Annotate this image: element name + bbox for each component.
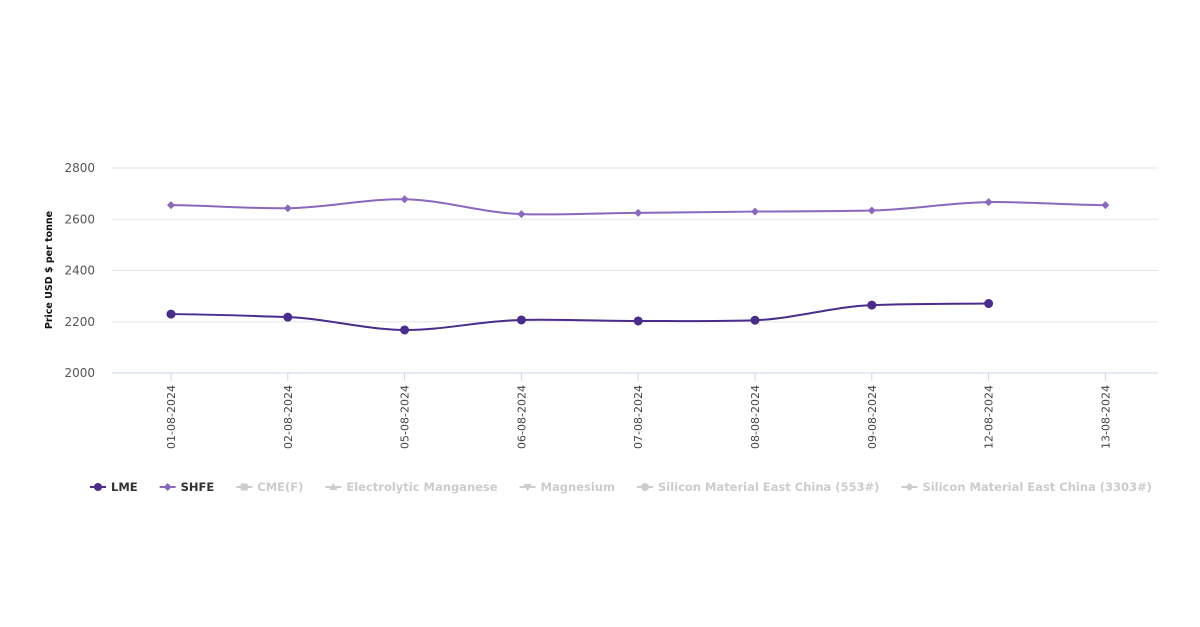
- data-point-lme: [750, 315, 760, 325]
- grid: [112, 167, 1158, 374]
- legend-item-magnesium[interactable]: Magnesium: [519, 480, 615, 494]
- data-point-lme: [166, 309, 176, 319]
- data-point-lme: [400, 325, 410, 335]
- x-tick-label: 06-08-2024: [515, 385, 528, 449]
- data-point-shfe: [634, 208, 643, 217]
- legend-label: Electrolytic Manganese: [346, 480, 497, 494]
- series-lme: [166, 299, 994, 335]
- legend-item-cme-f-[interactable]: CME(F): [236, 480, 303, 494]
- legend-label: CME(F): [257, 480, 303, 494]
- legend-marker-icon: [240, 483, 248, 491]
- data-point-shfe: [167, 201, 175, 210]
- x-tick-label: 09-08-2024: [866, 385, 879, 449]
- legend-marker-icon: [94, 483, 102, 491]
- x-tick-label: 12-08-2024: [983, 385, 996, 449]
- series-shfe: [167, 195, 1110, 219]
- legend-item-silicon-material-east-china-553-[interactable]: Silicon Material East China (553#): [636, 480, 879, 494]
- data-point-lme: [516, 315, 526, 325]
- series-line-lme: [170, 302, 989, 331]
- data-point-shfe: [984, 198, 993, 207]
- x-tick-label: 01-08-2024: [165, 385, 178, 449]
- x-tick-label: 07-08-2024: [632, 385, 645, 449]
- y-tick-label: 2000: [64, 366, 95, 380]
- legend-marker-icon: [905, 483, 914, 491]
- y-axis-ticks: 2000 2200 2400 2600 2800: [64, 161, 95, 380]
- legend-label: SHFE: [181, 480, 215, 494]
- legend-label: Silicon Material East China (553#): [658, 480, 879, 494]
- legend-label: Magnesium: [541, 480, 615, 494]
- legend-marker-icon: [329, 483, 338, 490]
- y-tick-label: 2600: [64, 212, 95, 226]
- legend-marker-icon: [640, 483, 649, 491]
- x-axis-ticks: 01-08-2024 02-08-2024 05-08-2024 06-08-2024…: [165, 373, 1112, 449]
- y-tick-label: 2800: [64, 161, 95, 175]
- x-tick-label: 13-08-2024: [1099, 385, 1112, 449]
- legend-item-shfe[interactable]: SHFE: [159, 480, 215, 494]
- x-tick-label: 08-08-2024: [749, 385, 762, 449]
- y-axis-label: Price USD $ per tonne: [44, 211, 55, 329]
- data-point-lme: [283, 312, 293, 322]
- legend-marker-icon: [163, 483, 172, 491]
- data-point-lme: [633, 316, 643, 326]
- legend-marker-icon: [523, 484, 532, 491]
- data-point-shfe: [867, 206, 876, 215]
- data-point-lme: [867, 300, 877, 310]
- legend-label: LME: [111, 480, 138, 494]
- data-point-shfe: [283, 204, 292, 213]
- legend-item-silicon-material-east-china-3303-[interactable]: Silicon Material East China (3303#): [901, 480, 1152, 494]
- data-point-shfe: [400, 195, 409, 204]
- data-point-shfe: [751, 207, 759, 216]
- legend-label: Silicon Material East China (3303#): [922, 480, 1151, 494]
- data-point-shfe: [517, 210, 526, 219]
- series-layer: [166, 195, 1110, 335]
- legend-item-electrolytic-manganese[interactable]: Electrolytic Manganese: [325, 480, 498, 494]
- x-tick-label: 05-08-2024: [399, 385, 412, 449]
- legend: LME SHFE CME(F) Electrolytic Manganese Magne…: [90, 480, 1152, 494]
- y-tick-label: 2200: [64, 315, 95, 329]
- data-point-lme: [984, 299, 994, 309]
- data-point-shfe: [1101, 201, 1110, 210]
- legend-item-lme[interactable]: LME: [90, 480, 138, 494]
- x-tick-label: 02-08-2024: [282, 385, 295, 449]
- y-tick-label: 2400: [64, 264, 95, 278]
